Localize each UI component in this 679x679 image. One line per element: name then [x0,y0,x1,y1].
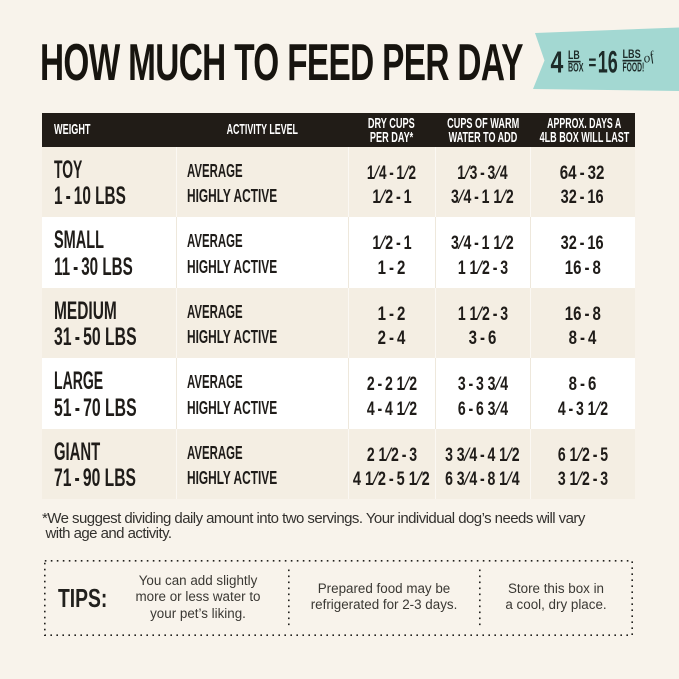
svg-text:LB: LB [568,48,580,62]
svg-text:LBS: LBS [623,47,641,61]
svg-text:=: = [589,53,597,75]
svg-text:4: 4 [551,45,564,80]
svg-text:BOX: BOX [568,61,584,75]
svg-text:FOOD!: FOOD! [623,60,645,75]
svg-text:16: 16 [598,44,618,80]
